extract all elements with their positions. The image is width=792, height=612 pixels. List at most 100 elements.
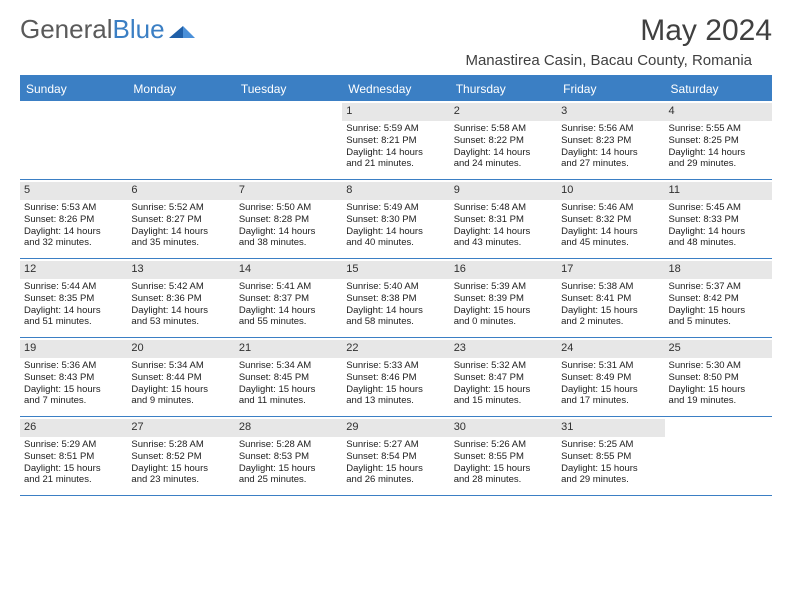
daylight-line-1: Daylight: 15 hours	[24, 384, 123, 396]
daylight-line-2: and 38 minutes.	[239, 237, 338, 249]
sunrise-line: Sunrise: 5:26 AM	[454, 439, 553, 451]
sunrise-line: Sunrise: 5:39 AM	[454, 281, 553, 293]
sunset-line: Sunset: 8:45 PM	[239, 372, 338, 384]
day-number: 23	[450, 340, 557, 358]
sunrise-line: Sunrise: 5:52 AM	[131, 202, 230, 214]
week-row: 26Sunrise: 5:29 AMSunset: 8:51 PMDayligh…	[20, 417, 772, 496]
sunrise-line: Sunrise: 5:50 AM	[239, 202, 338, 214]
week-row: 19Sunrise: 5:36 AMSunset: 8:43 PMDayligh…	[20, 338, 772, 417]
day-number: 8	[342, 182, 449, 200]
day-cell: 5Sunrise: 5:53 AMSunset: 8:26 PMDaylight…	[20, 180, 127, 258]
sunset-line: Sunset: 8:32 PM	[561, 214, 660, 226]
month-title: May 2024	[640, 14, 772, 48]
day-cell: 13Sunrise: 5:42 AMSunset: 8:36 PMDayligh…	[127, 259, 234, 337]
sunrise-line: Sunrise: 5:42 AM	[131, 281, 230, 293]
day-number: 4	[665, 103, 772, 121]
daylight-line-1: Daylight: 15 hours	[346, 463, 445, 475]
weekday-monday: Monday	[127, 77, 234, 101]
sunset-line: Sunset: 8:54 PM	[346, 451, 445, 463]
sunrise-line: Sunrise: 5:34 AM	[239, 360, 338, 372]
daylight-line-1: Daylight: 15 hours	[454, 384, 553, 396]
sunset-line: Sunset: 8:49 PM	[561, 372, 660, 384]
sunset-line: Sunset: 8:30 PM	[346, 214, 445, 226]
day-number: 1	[342, 103, 449, 121]
weekday-wednesday: Wednesday	[342, 77, 449, 101]
day-cell: 14Sunrise: 5:41 AMSunset: 8:37 PMDayligh…	[235, 259, 342, 337]
day-number: 19	[20, 340, 127, 358]
daylight-line-1: Daylight: 14 hours	[239, 305, 338, 317]
sunrise-line: Sunrise: 5:48 AM	[454, 202, 553, 214]
weekday-header-row: Sunday Monday Tuesday Wednesday Thursday…	[20, 77, 772, 101]
daylight-line-1: Daylight: 15 hours	[669, 384, 768, 396]
day-number: 7	[235, 182, 342, 200]
sunrise-line: Sunrise: 5:33 AM	[346, 360, 445, 372]
day-cell: 1Sunrise: 5:59 AMSunset: 8:21 PMDaylight…	[342, 101, 449, 179]
day-cell: 30Sunrise: 5:26 AMSunset: 8:55 PMDayligh…	[450, 417, 557, 495]
daylight-line-1: Daylight: 14 hours	[239, 226, 338, 238]
sunrise-line: Sunrise: 5:29 AM	[24, 439, 123, 451]
header: GeneralBlue May 2024	[0, 0, 792, 52]
daylight-line-1: Daylight: 14 hours	[454, 226, 553, 238]
daylight-line-2: and 5 minutes.	[669, 316, 768, 328]
sunset-line: Sunset: 8:28 PM	[239, 214, 338, 226]
sunset-line: Sunset: 8:43 PM	[24, 372, 123, 384]
daylight-line-2: and 2 minutes.	[561, 316, 660, 328]
day-number: 17	[557, 261, 664, 279]
daylight-line-1: Daylight: 15 hours	[239, 463, 338, 475]
weekday-tuesday: Tuesday	[235, 77, 342, 101]
logo-icon	[169, 20, 195, 40]
day-cell: 2Sunrise: 5:58 AMSunset: 8:22 PMDaylight…	[450, 101, 557, 179]
sunset-line: Sunset: 8:26 PM	[24, 214, 123, 226]
day-number: 27	[127, 419, 234, 437]
weekday-saturday: Saturday	[665, 77, 772, 101]
day-number: 10	[557, 182, 664, 200]
day-cell: 10Sunrise: 5:46 AMSunset: 8:32 PMDayligh…	[557, 180, 664, 258]
daylight-line-2: and 51 minutes.	[24, 316, 123, 328]
sunset-line: Sunset: 8:22 PM	[454, 135, 553, 147]
sunset-line: Sunset: 8:51 PM	[24, 451, 123, 463]
sunrise-line: Sunrise: 5:58 AM	[454, 123, 553, 135]
logo-text-2: Blue	[113, 14, 165, 45]
day-number: 6	[127, 182, 234, 200]
day-cell	[20, 101, 127, 179]
daylight-line-1: Daylight: 15 hours	[239, 384, 338, 396]
day-cell: 7 Sunrise: 5:50 AMSunset: 8:28 PMDaylight…	[235, 180, 342, 258]
sunset-line: Sunset: 8:31 PM	[454, 214, 553, 226]
sunrise-line: Sunrise: 5:36 AM	[24, 360, 123, 372]
sunset-line: Sunset: 8:33 PM	[669, 214, 768, 226]
sunrise-line: Sunrise: 5:38 AM	[561, 281, 660, 293]
day-number: 16	[450, 261, 557, 279]
day-cell: 23Sunrise: 5:32 AMSunset: 8:47 PMDayligh…	[450, 338, 557, 416]
daylight-line-2: and 13 minutes.	[346, 395, 445, 407]
sunset-line: Sunset: 8:36 PM	[131, 293, 230, 305]
day-cell	[235, 101, 342, 179]
sunrise-line: Sunrise: 5:27 AM	[346, 439, 445, 451]
title-block: May 2024	[640, 14, 772, 48]
daylight-line-2: and 21 minutes.	[24, 474, 123, 486]
daylight-line-1: Daylight: 14 hours	[131, 305, 230, 317]
daylight-line-2: and 32 minutes.	[24, 237, 123, 249]
daylight-line-1: Daylight: 15 hours	[561, 463, 660, 475]
day-cell: 22Sunrise: 5:33 AMSunset: 8:46 PMDayligh…	[342, 338, 449, 416]
sunrise-line: Sunrise: 5:34 AM	[131, 360, 230, 372]
sunset-line: Sunset: 8:47 PM	[454, 372, 553, 384]
day-cell	[665, 417, 772, 495]
daylight-line-2: and 58 minutes.	[346, 316, 445, 328]
daylight-line-2: and 29 minutes.	[669, 158, 768, 170]
sunrise-line: Sunrise: 5:41 AM	[239, 281, 338, 293]
daylight-line-1: Daylight: 15 hours	[561, 384, 660, 396]
daylight-line-2: and 45 minutes.	[561, 237, 660, 249]
sunset-line: Sunset: 8:35 PM	[24, 293, 123, 305]
daylight-line-2: and 11 minutes.	[239, 395, 338, 407]
sunrise-line: Sunrise: 5:59 AM	[346, 123, 445, 135]
day-cell: 25Sunrise: 5:30 AMSunset: 8:50 PMDayligh…	[665, 338, 772, 416]
sunset-line: Sunset: 8:38 PM	[346, 293, 445, 305]
day-number: 9	[450, 182, 557, 200]
day-number: 22	[342, 340, 449, 358]
daylight-line-2: and 43 minutes.	[454, 237, 553, 249]
calendar: Sunday Monday Tuesday Wednesday Thursday…	[20, 77, 772, 496]
day-cell: 18Sunrise: 5:37 AMSunset: 8:42 PMDayligh…	[665, 259, 772, 337]
daylight-line-2: and 53 minutes.	[131, 316, 230, 328]
daylight-line-2: and 25 minutes.	[239, 474, 338, 486]
daylight-line-2: and 55 minutes.	[239, 316, 338, 328]
